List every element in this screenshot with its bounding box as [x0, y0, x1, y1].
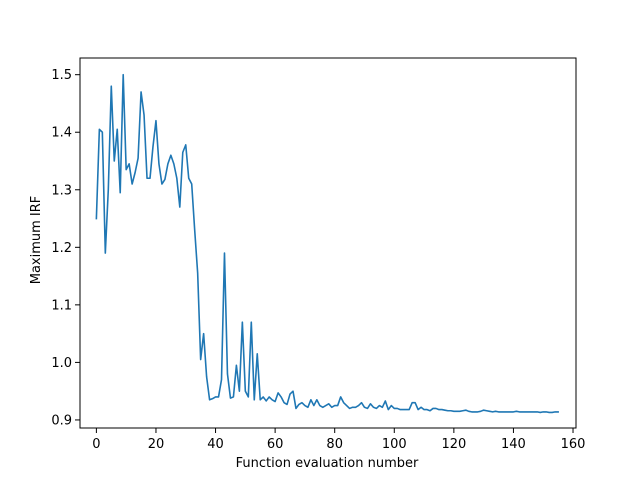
- x-tick-label: 160: [561, 437, 586, 452]
- x-tick-label: 100: [382, 437, 407, 452]
- x-tick-label: 0: [92, 437, 100, 452]
- series-line: [95, 73, 559, 414]
- x-axis-title: Function evaluation number: [236, 456, 419, 471]
- x-tick-label: 140: [501, 437, 526, 452]
- x-tick-label: 40: [207, 437, 224, 452]
- x-tick-label: 120: [441, 437, 466, 452]
- y-tick-label: 1.2: [51, 241, 72, 256]
- x-tick-label: 60: [267, 437, 284, 452]
- x-axis: 0 20 40 60 80 100 120 140 160: [92, 428, 585, 452]
- plot-frame: [79, 57, 577, 429]
- y-tick-label: 1.5: [51, 68, 72, 83]
- x-tick-label: 20: [148, 437, 165, 452]
- x-tick-label: 80: [326, 437, 343, 452]
- y-tick-label: 1.3: [51, 183, 72, 198]
- y-axis-title: Maximum IRF: [29, 196, 44, 285]
- plot-area: [95, 73, 559, 414]
- y-axis: 0.9 1.0 1.1 1.2 1.3 1.4 1.5: [51, 68, 80, 428]
- y-tick-label: 1.1: [51, 298, 72, 313]
- y-tick-label: 1.4: [51, 126, 72, 141]
- y-tick-label: 1.0: [51, 356, 72, 371]
- y-tick-label: 0.9: [51, 413, 72, 428]
